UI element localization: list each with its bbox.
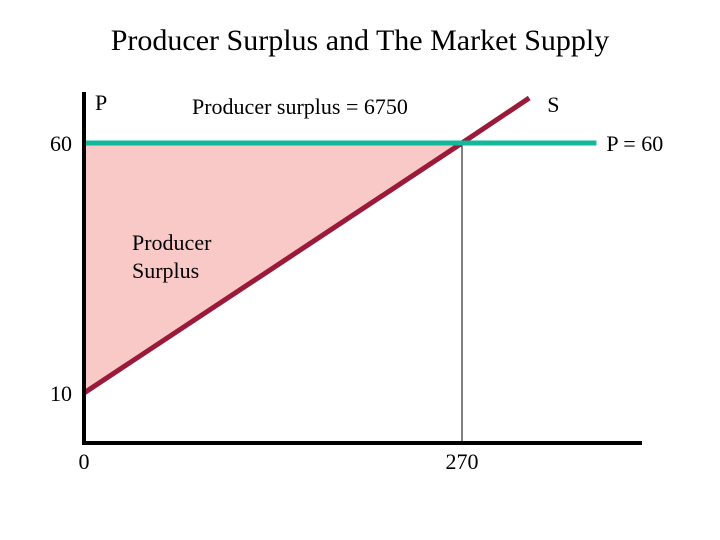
x-tick-label: 270 — [446, 449, 479, 474]
y-tick-label: 60 — [50, 131, 72, 156]
price-line-label: P = 60 — [606, 131, 663, 156]
y-tick-labels: 10 60 — [50, 131, 72, 406]
y-tick-label: 10 — [50, 381, 72, 406]
y-axis-label: P — [95, 90, 107, 115]
x-tick-label: 0 — [79, 449, 90, 474]
supply-curve-label: S — [547, 92, 559, 117]
chart-title: Producer Surplus and The Market Supply — [111, 24, 610, 57]
producer-surplus-label-line-2: Surplus — [132, 258, 199, 283]
producer-surplus-annotation: Producer surplus = 6750 — [192, 94, 408, 119]
producer-surplus-label-line-1: Producer — [132, 230, 212, 255]
x-tick-labels: 0 270 — [79, 449, 479, 474]
